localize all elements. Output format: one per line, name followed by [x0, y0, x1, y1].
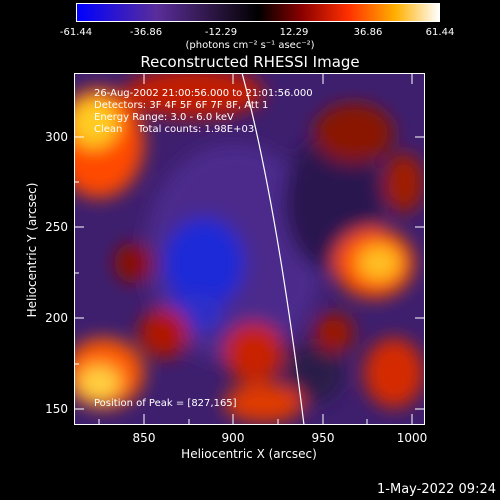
- y-axis-label: Heliocentric Y (arcsec): [25, 182, 39, 318]
- y-tick-label: 300: [45, 130, 68, 144]
- image-title: Reconstructed RHESSI Image: [140, 53, 360, 71]
- x-tick-label: 900: [221, 431, 245, 445]
- colorbar-tick: 12.29: [279, 27, 309, 38]
- info-time-range: 26-Aug-2002 21:00:56.000 to 21:01:56.000: [94, 88, 313, 99]
- x-tick-label: 850: [132, 431, 156, 445]
- rhessi-image-raster: [74, 73, 425, 425]
- info-total-counts: Total counts: 1.98E+03: [138, 124, 255, 135]
- colorbar-tick: -61.44: [59, 27, 93, 38]
- colorbar-units: (photons cm⁻² s⁻¹ asec⁻²): [185, 40, 315, 51]
- x-tick-label: 1000: [396, 431, 428, 445]
- colorbar-tick: 36.86: [353, 27, 383, 38]
- info-energy-range: Energy Range: 3.0 - 6.0 keV: [94, 112, 234, 123]
- colorbar-tick: 61.44: [425, 27, 455, 38]
- y-tick-label: 150: [45, 402, 68, 416]
- timestamp: 1-May-2022 09:24: [377, 482, 496, 497]
- colorbar: [76, 3, 440, 22]
- x-tick-label: 950: [311, 431, 335, 445]
- rhessi-image-plot[interactable]: 26-Aug-2002 21:00:56.000 to 21:01:56.000…: [74, 73, 425, 425]
- x-axis-label: Heliocentric X (arcsec): [181, 447, 317, 461]
- y-tick-label: 200: [45, 311, 68, 325]
- info-peak-position: Position of Peak = [827,165]: [94, 398, 237, 409]
- colorbar-gradient: [77, 4, 439, 21]
- info-method: Clean: [94, 124, 123, 135]
- info-detectors: Detectors: 3F 4F 5F 6F 7F 8F, Att 1: [94, 100, 269, 111]
- y-tick-label: 250: [45, 220, 68, 234]
- colorbar-tick: -36.86: [129, 27, 163, 38]
- colorbar-tick: -12.29: [204, 27, 238, 38]
